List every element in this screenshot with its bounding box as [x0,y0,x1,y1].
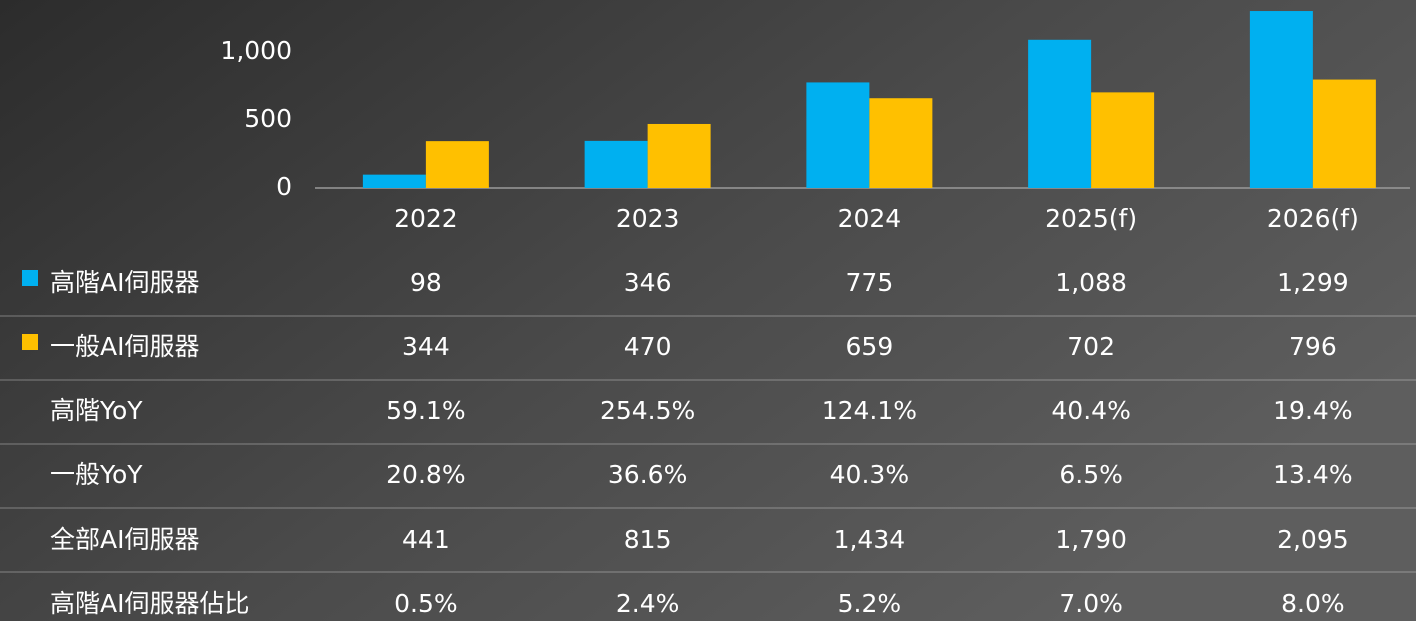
x-tick-label: 2025(f) [1045,204,1137,233]
bar [1028,39,1092,188]
table-cell: 5.2% [838,589,902,618]
table-cell: 40.3% [830,460,909,489]
table-cell: 775 [846,268,894,297]
table-cell: 7.0% [1059,589,1123,618]
row-label: 高階AI伺服器 [50,268,199,297]
table-cell: 19.4% [1273,396,1352,425]
table-cell: 2,095 [1277,525,1349,554]
table-cell: 13.4% [1273,460,1352,489]
table-cell: 6.5% [1059,460,1123,489]
table-cell: 20.8% [386,460,465,489]
row-label: 高階AI伺服器佔比 [50,589,249,618]
bar [647,123,711,188]
table-cell: 0.5% [394,589,458,618]
bar [1091,92,1155,188]
bar [806,82,870,188]
table-cell: 59.1% [386,396,465,425]
row-label: 全部AI伺服器 [50,525,199,554]
table-cell: 1,088 [1055,268,1127,297]
table-cell: 470 [624,332,672,361]
table-cell: 441 [402,525,450,554]
table-cell: 796 [1289,332,1337,361]
x-tick-label: 2024 [838,204,902,233]
bar [362,174,426,188]
bar [1249,11,1313,188]
table-cell: 124.1% [822,396,917,425]
y-tick-label: 0 [276,172,292,201]
bar [1312,79,1376,188]
table-cell: 40.4% [1051,396,1130,425]
table-cell: 346 [624,268,672,297]
y-tick-label: 500 [244,104,292,133]
legend-swatch [22,334,38,350]
table-cell: 1,790 [1055,525,1127,554]
y-tick-label: 1,000 [220,36,292,65]
bar [869,98,933,188]
x-tick-label: 2022 [394,204,458,233]
table-cell: 2.4% [616,589,680,618]
row-label: 高階YoY [50,396,143,425]
table-cell: 98 [410,268,442,297]
table-cell: 36.6% [608,460,687,489]
table-cell: 702 [1067,332,1115,361]
x-tick-label: 2023 [616,204,680,233]
table-cell: 8.0% [1281,589,1345,618]
row-label: 一般AI伺服器 [50,332,199,361]
x-tick-label: 2026(f) [1267,204,1359,233]
table-cell: 659 [846,332,894,361]
table-cell: 1,299 [1277,268,1349,297]
legend-swatch [22,270,38,286]
table-cell: 1,434 [834,525,906,554]
table-cell: 815 [624,525,672,554]
bar [425,141,489,188]
table-cell: 344 [402,332,450,361]
table-cell: 254.5% [600,396,695,425]
bar [584,140,648,188]
row-label: 一般YoY [50,460,143,489]
